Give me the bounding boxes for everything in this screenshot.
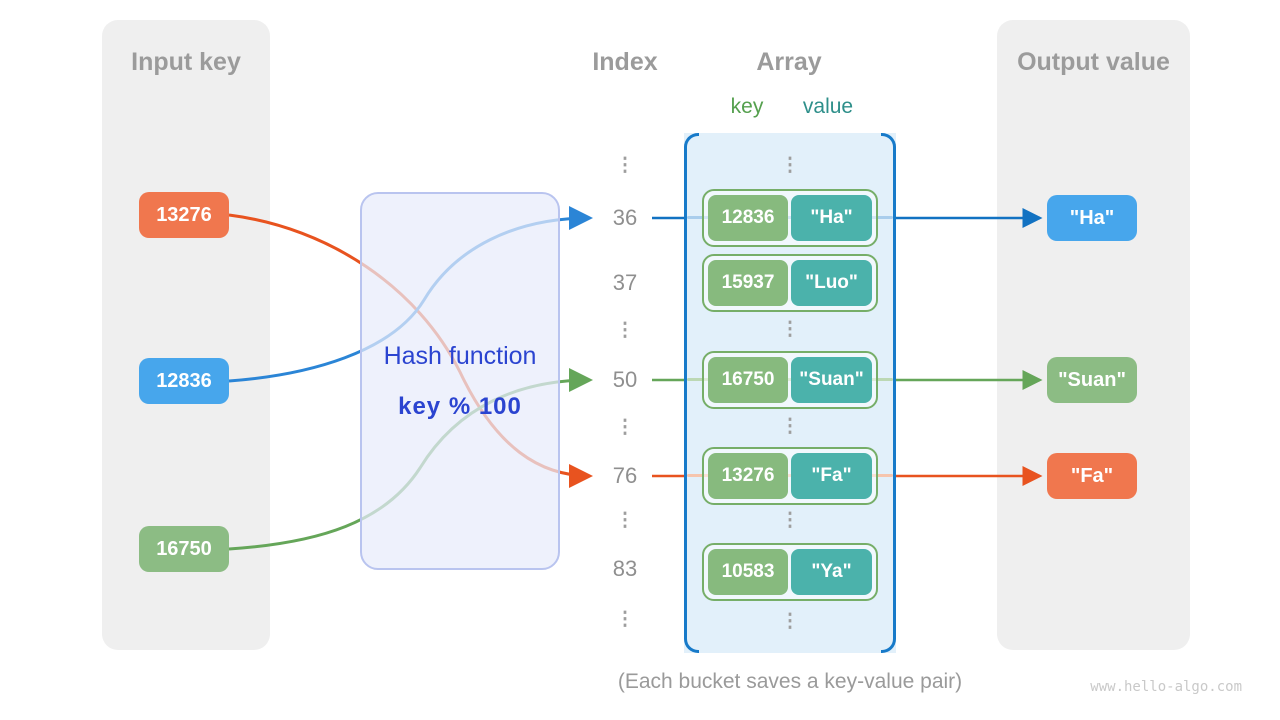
value-column-label: value	[802, 95, 854, 118]
key-column-label: key	[730, 95, 764, 118]
input-key-12836: 12836	[139, 358, 229, 404]
input-key-13276: 13276	[139, 192, 229, 238]
bucket-row: 10583 "Ya"	[702, 543, 878, 601]
bucket-value: "Ha"	[791, 195, 872, 241]
index-ellipsis: ⋮	[615, 510, 635, 531]
bucket-row: 12836 "Ha"	[702, 189, 878, 247]
array-left-bracket	[684, 133, 699, 653]
array-right-bracket	[881, 133, 896, 653]
array-ellipsis: ⋮	[780, 611, 800, 632]
index-ellipsis: ⋮	[615, 609, 635, 630]
hash-function-formula: key % 100	[398, 392, 522, 420]
bucket-key: 13276	[708, 453, 788, 499]
bucket-value: "Suan"	[791, 357, 872, 403]
watermark: www.hello-algo.com	[1090, 679, 1242, 695]
index-37: 37	[612, 270, 638, 295]
array-ellipsis: ⋮	[780, 155, 800, 176]
bucket-row: 15937 "Luo"	[702, 254, 878, 312]
array-ellipsis: ⋮	[780, 416, 800, 437]
output-value-suan: "Suan"	[1047, 357, 1137, 403]
index-ellipsis: ⋮	[615, 155, 635, 176]
bucket-key: 16750	[708, 357, 788, 403]
index-50: 50	[612, 367, 638, 392]
index-76: 76	[612, 463, 638, 488]
hash-function-title: Hash function	[383, 341, 537, 370]
array-header: Array	[756, 48, 822, 76]
index-ellipsis: ⋮	[615, 417, 635, 438]
index-header: Index	[592, 48, 658, 76]
array-ellipsis: ⋮	[780, 510, 800, 531]
array-ellipsis: ⋮	[780, 319, 800, 340]
output-value-panel: Output value	[997, 20, 1190, 650]
output-value-fa: "Fa"	[1047, 453, 1137, 499]
input-panel-title: Input key	[131, 48, 241, 76]
diagram-caption: (Each bucket saves a key-value pair)	[617, 670, 963, 693]
input-key-16750: 16750	[139, 526, 229, 572]
bucket-value: "Ya"	[791, 549, 872, 595]
bucket-key: 15937	[708, 260, 788, 306]
index-36: 36	[612, 205, 638, 230]
index-ellipsis: ⋮	[615, 320, 635, 341]
hash-function-box: Hash function key % 100	[360, 192, 560, 570]
bucket-key: 10583	[708, 549, 788, 595]
bucket-value: "Fa"	[791, 453, 872, 499]
index-83: 83	[612, 556, 638, 581]
output-value-ha: "Ha"	[1047, 195, 1137, 241]
output-panel-title: Output value	[1017, 48, 1170, 76]
bucket-row: 13276 "Fa"	[702, 447, 878, 505]
bucket-row: 16750 "Suan"	[702, 351, 878, 409]
bucket-value: "Luo"	[791, 260, 872, 306]
bucket-key: 12836	[708, 195, 788, 241]
